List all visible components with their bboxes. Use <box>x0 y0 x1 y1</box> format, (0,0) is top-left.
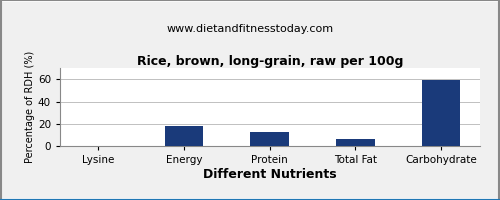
Bar <box>336 139 375 146</box>
Bar <box>422 80 461 146</box>
Bar <box>164 126 203 146</box>
Text: www.dietandfitnesstoday.com: www.dietandfitnesstoday.com <box>166 24 334 34</box>
Y-axis label: Percentage of RDH (%): Percentage of RDH (%) <box>25 51 35 163</box>
X-axis label: Different Nutrients: Different Nutrients <box>203 168 336 181</box>
Bar <box>250 132 289 146</box>
Title: Rice, brown, long-grain, raw per 100g: Rice, brown, long-grain, raw per 100g <box>136 55 403 68</box>
